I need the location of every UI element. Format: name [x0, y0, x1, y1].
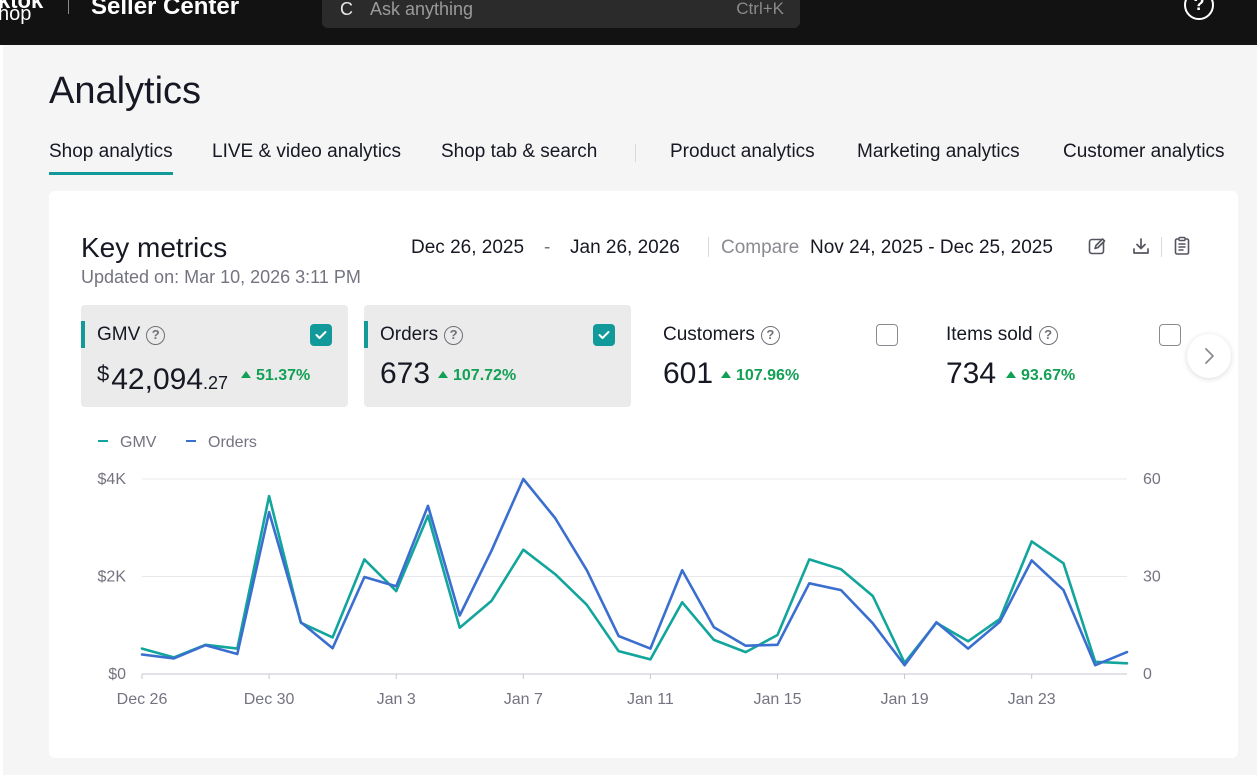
- edit-icon[interactable]: [1087, 236, 1107, 256]
- x-tick-label: Jan 11: [627, 691, 674, 708]
- logo-text-bottom: hop: [0, 3, 32, 25]
- y-left-tick-label: $0: [108, 666, 126, 683]
- x-tick-label: Jan 15: [753, 691, 801, 708]
- tab-shop-analytics[interactable]: Shop analytics: [49, 141, 173, 175]
- updated-timestamp: Updated on: Mar 10, 2026 3:11 PM: [81, 267, 361, 287]
- checkbox-unchecked[interactable]: [1159, 324, 1181, 346]
- y-left-tick-label: $2K: [98, 569, 127, 586]
- question-icon[interactable]: ?: [760, 326, 780, 345]
- metric-value: 734: [946, 357, 997, 390]
- metric-value-cents: .27: [203, 373, 229, 393]
- metric-tile-items-sold[interactable]: Items sold? 734 93.67%: [930, 305, 1197, 407]
- triangle-up-icon: [438, 371, 448, 378]
- metric-delta-value: 93.67%: [1021, 367, 1076, 384]
- x-tick-label: Dec 26: [117, 691, 168, 708]
- triangle-up-icon: [241, 371, 251, 378]
- metric-value: 673: [380, 357, 431, 390]
- metric-label: Orders: [380, 324, 439, 345]
- key-metrics-card: Key metrics Updated on: Mar 10, 2026 3:1…: [49, 191, 1238, 758]
- y-right-tick-label: 60: [1143, 471, 1161, 488]
- x-tick-label: Jan 23: [1008, 691, 1056, 708]
- left-edge: [0, 45, 3, 775]
- metric-label-wrap: Orders?: [380, 323, 464, 347]
- y-right-tick-label: 30: [1143, 569, 1161, 586]
- question-icon[interactable]: ?: [146, 326, 166, 345]
- logo-divider: [68, 0, 69, 14]
- triangle-up-icon: [1006, 371, 1016, 378]
- metric-accent-bar: [81, 321, 85, 348]
- checkbox-checked[interactable]: [593, 324, 615, 346]
- chevron-right-icon: [1205, 348, 1214, 364]
- question-icon[interactable]: ?: [444, 326, 464, 345]
- metric-tile-customers[interactable]: Customers? 601 107.96%: [647, 305, 914, 407]
- question-icon[interactable]: ?: [1038, 326, 1058, 345]
- metric-delta-value: 107.96%: [736, 367, 800, 384]
- checkbox-checked[interactable]: [310, 324, 332, 346]
- metric-value-main: 42,094: [111, 363, 204, 396]
- search-box[interactable]: C Ctrl+K: [322, 0, 800, 28]
- legend-item-orders[interactable]: Orders: [186, 433, 257, 453]
- metric-label-wrap: GMV?: [97, 323, 166, 347]
- download-icon[interactable]: [1131, 236, 1151, 256]
- legend-swatch: [98, 440, 108, 442]
- metric-label: Items sold: [946, 324, 1033, 345]
- logo-text-top: ktok: [0, 0, 44, 13]
- metric-delta: 93.67%: [1006, 366, 1075, 386]
- next-metrics-button[interactable]: [1187, 334, 1231, 378]
- card-title: Key metrics: [81, 232, 228, 263]
- triangle-up-icon: [721, 371, 731, 378]
- metric-value: 601: [663, 357, 714, 390]
- legend-swatch: [186, 440, 196, 442]
- search-input[interactable]: [370, 0, 710, 20]
- legend-label: GMV: [120, 434, 157, 451]
- metric-label-wrap: Customers?: [663, 323, 780, 347]
- metric-delta: 51.37%: [241, 366, 310, 386]
- tab-product-analytics[interactable]: Product analytics: [670, 141, 815, 162]
- legend-item-gmv[interactable]: GMV: [98, 433, 156, 453]
- x-tick-label: Jan 7: [504, 691, 543, 708]
- date-range-separator: -: [544, 237, 551, 258]
- tab-live-video-analytics[interactable]: LIVE & video analytics: [212, 141, 402, 162]
- brand-title[interactable]: Seller Center: [91, 0, 240, 20]
- checkbox-unchecked[interactable]: [876, 324, 898, 346]
- date-divider: [708, 237, 709, 257]
- search-icon: C: [340, 0, 353, 19]
- page-title: Analytics: [49, 70, 202, 112]
- compare-label: Compare: [721, 237, 800, 258]
- metric-label-wrap: Items sold?: [946, 323, 1058, 347]
- series-line-orders: [140, 477, 1129, 667]
- metric-delta-value: 107.72%: [453, 367, 517, 384]
- metric-delta: 107.96%: [721, 366, 799, 386]
- metric-tile-orders[interactable]: Orders? 673 107.72%: [364, 305, 631, 407]
- help-icon[interactable]: ?: [1184, 0, 1214, 20]
- tab-divider: [635, 144, 636, 162]
- clipboard-icon[interactable]: [1172, 236, 1192, 256]
- x-tick-label: Dec 30: [244, 691, 295, 708]
- x-tick-label: Jan 19: [881, 691, 929, 708]
- top-bar: ktok hop Seller Center C Ctrl+K ?: [0, 0, 1257, 45]
- metric-tile-gmv[interactable]: GMV? $42,094.27 51.37%: [81, 305, 348, 407]
- metric-label: Customers: [663, 324, 755, 345]
- metric-delta-value: 51.37%: [256, 367, 311, 384]
- date-range-start[interactable]: Dec 26, 2025: [411, 237, 525, 258]
- search-shortcut-hint: Ctrl+K: [736, 0, 784, 18]
- date-range-end[interactable]: Jan 26, 2026: [570, 237, 680, 258]
- y-left-tick-label: $4K: [98, 471, 127, 488]
- toolbar-divider: [1161, 237, 1162, 257]
- legend-label: Orders: [208, 434, 257, 451]
- metric-accent-bar: [364, 321, 368, 348]
- y-right-tick-label: 0: [1143, 666, 1152, 683]
- metric-value: $42,094.27: [97, 357, 228, 400]
- tab-marketing-analytics[interactable]: Marketing analytics: [857, 141, 1020, 162]
- currency-symbol: $: [97, 361, 110, 386]
- metric-delta: 107.72%: [438, 366, 516, 386]
- compare-range[interactable]: Nov 24, 2025 - Dec 25, 2025: [810, 237, 1053, 258]
- tab-shop-tab-search[interactable]: Shop tab & search: [441, 141, 598, 162]
- tab-customer-analytics[interactable]: Customer analytics: [1063, 141, 1225, 162]
- metric-label: GMV: [97, 324, 141, 345]
- x-tick-label: Jan 3: [377, 691, 416, 708]
